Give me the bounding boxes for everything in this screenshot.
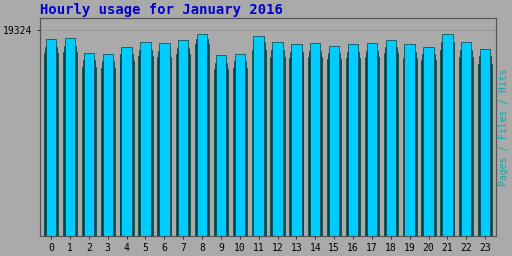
Bar [441, 42, 454, 236]
Bar [309, 51, 322, 236]
Bar [44, 53, 58, 236]
Bar [176, 54, 190, 236]
Text: Hourly usage for January 2016: Hourly usage for January 2016 [40, 3, 283, 17]
Bar [460, 50, 473, 236]
Bar [291, 45, 302, 236]
Bar [65, 38, 75, 236]
Bar [233, 68, 247, 236]
Bar [119, 61, 134, 236]
Bar [402, 58, 417, 236]
Bar [385, 47, 397, 236]
Bar [83, 60, 95, 236]
Bar [480, 49, 490, 236]
Bar [121, 47, 132, 236]
Bar [195, 45, 209, 236]
Bar [252, 42, 265, 236]
Bar [138, 56, 153, 236]
Bar [216, 55, 226, 236]
Bar [404, 45, 415, 236]
Bar [101, 68, 115, 236]
Bar [403, 52, 416, 236]
Bar [251, 50, 266, 236]
Bar [140, 42, 151, 236]
Bar [233, 61, 246, 236]
Bar [158, 51, 170, 236]
Bar [272, 42, 283, 236]
Bar [178, 40, 188, 236]
Bar [348, 45, 358, 236]
Bar [271, 50, 284, 236]
Bar [329, 46, 339, 236]
Bar [63, 52, 77, 236]
Bar [421, 60, 436, 236]
Bar [327, 59, 341, 236]
Bar [83, 53, 94, 236]
Bar [290, 52, 303, 236]
Bar [289, 58, 304, 236]
Bar [253, 36, 264, 236]
Bar [102, 54, 113, 236]
Bar [157, 57, 172, 236]
Bar [386, 40, 396, 236]
Bar [64, 46, 76, 236]
Bar [442, 34, 453, 236]
Bar [310, 44, 321, 236]
Bar [308, 57, 323, 236]
Bar [383, 53, 398, 236]
Bar [215, 62, 227, 236]
Bar [328, 53, 340, 236]
Bar [234, 54, 245, 236]
Bar [139, 50, 152, 236]
Bar [479, 56, 491, 236]
Bar [459, 57, 473, 236]
Bar [347, 52, 359, 236]
Bar [214, 69, 228, 236]
Bar [423, 47, 434, 236]
Bar [366, 51, 378, 236]
Bar [196, 39, 208, 236]
Bar [440, 50, 455, 236]
Bar [422, 54, 435, 236]
Bar [45, 47, 57, 236]
Bar [120, 54, 133, 236]
Bar [461, 42, 472, 236]
Y-axis label: Pages / Files / Hits: Pages / Files / Hits [499, 68, 509, 186]
Bar [46, 39, 56, 236]
Bar [101, 61, 114, 236]
Bar [365, 57, 379, 236]
Bar [270, 57, 285, 236]
Bar [346, 58, 360, 236]
Bar [367, 44, 377, 236]
Bar [159, 44, 169, 236]
Bar [82, 67, 96, 236]
Bar [197, 34, 207, 236]
Bar [478, 63, 492, 236]
Bar [177, 48, 189, 236]
